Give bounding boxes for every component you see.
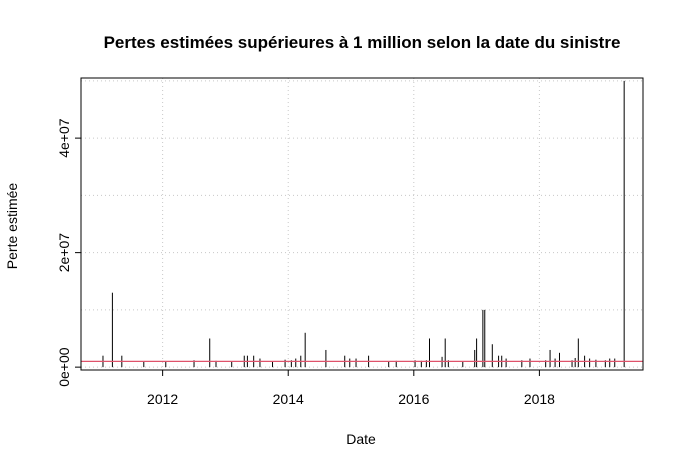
x-tick-label-2: 2016 [398, 391, 429, 407]
x-axis-label: Date [346, 431, 376, 447]
y-tick-label-2: 4e+07 [56, 118, 72, 158]
y-tick-label-1: 2e+07 [56, 233, 72, 273]
y-axis: 0e+00 2e+07 4e+07 [56, 118, 82, 387]
x-tick-label-0: 2012 [147, 391, 178, 407]
x-axis: 2012 2014 2016 2018 [147, 369, 555, 407]
y-tick-label-0: 0e+00 [56, 347, 72, 387]
x-tick-label-3: 2018 [524, 391, 555, 407]
plot-frame [80, 77, 644, 371]
grid [81, 78, 643, 370]
x-tick-label-1: 2014 [273, 391, 304, 407]
chart-title: Pertes estimées supérieures à 1 million … [104, 33, 621, 52]
y-axis-label: Perte estimée [4, 183, 20, 270]
bars [102, 80, 625, 368]
